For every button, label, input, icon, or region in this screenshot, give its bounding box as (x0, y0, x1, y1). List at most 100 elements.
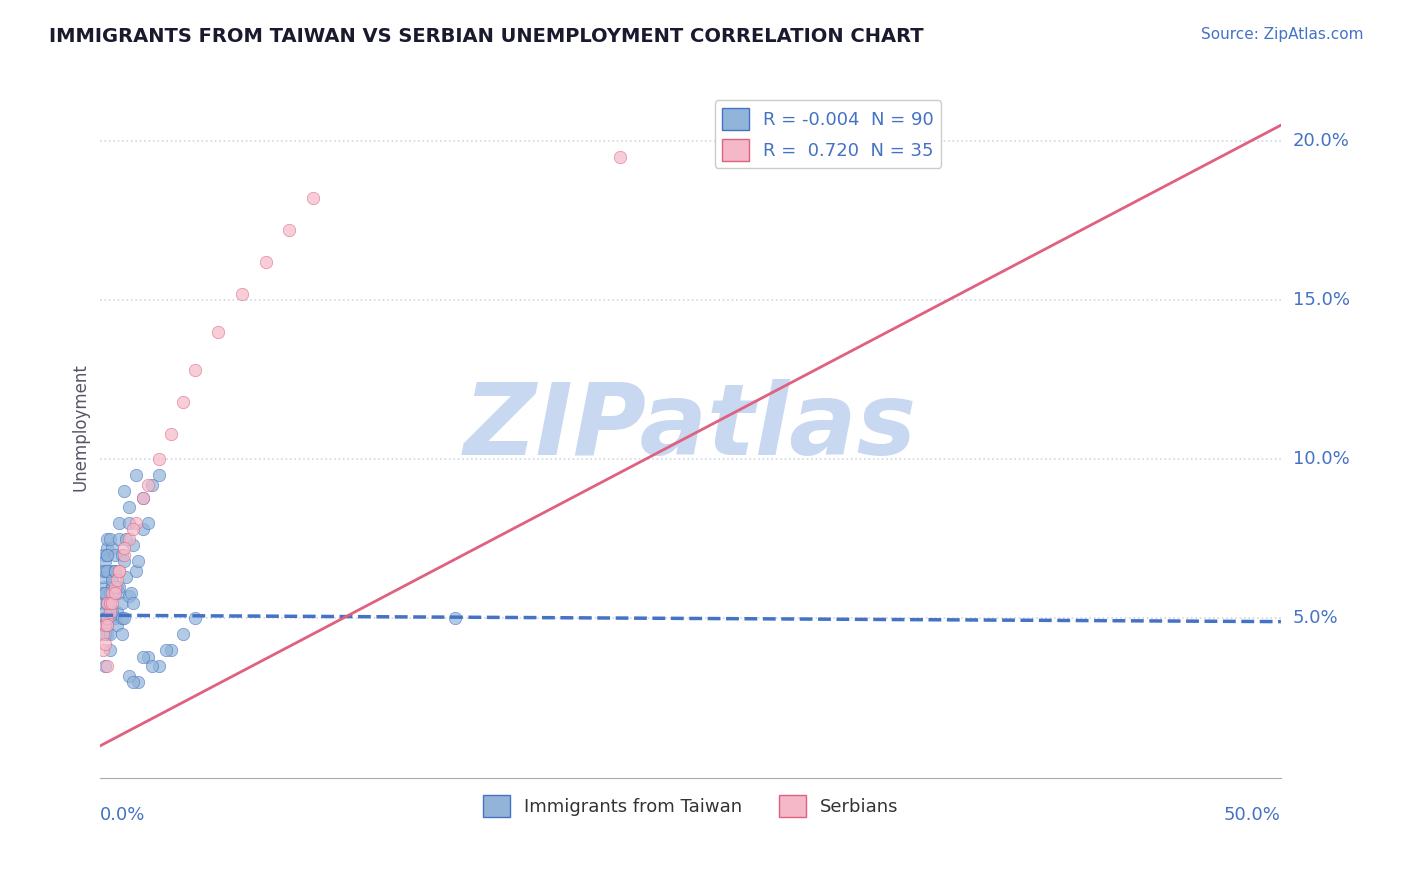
Point (141, 659, 163, 673)
Point (91, 617, 114, 632)
Text: 20.0%: 20.0% (1292, 132, 1350, 150)
Point (110, 627, 132, 641)
Point (96, 586, 118, 600)
Point (101, 586, 124, 600)
Point (98, 595, 121, 609)
Point (112, 611, 135, 625)
Point (103, 564, 125, 578)
Point (122, 522, 145, 536)
Point (110, 595, 132, 609)
Point (103, 564, 125, 578)
Point (136, 649, 159, 664)
Point (105, 574, 128, 588)
Point (96, 548, 118, 562)
Point (122, 675, 145, 690)
Point (184, 611, 207, 625)
Point (172, 627, 194, 641)
Point (160, 426, 183, 441)
Point (122, 538, 145, 552)
Point (148, 468, 170, 483)
Text: 0.0%: 0.0% (100, 805, 146, 823)
Point (184, 363, 207, 377)
Point (94, 605, 117, 619)
Point (91, 570, 114, 584)
Text: 50.0%: 50.0% (1225, 805, 1281, 823)
Text: IMMIGRANTS FROM TAIWAN VS SERBIAN UNEMPLOYMENT CORRELATION CHART: IMMIGRANTS FROM TAIWAN VS SERBIAN UNEMPL… (49, 27, 924, 45)
Point (94, 659, 117, 673)
Point (96, 617, 118, 632)
Point (98, 611, 121, 625)
Point (94, 564, 117, 578)
Point (125, 468, 148, 483)
Point (96, 532, 118, 546)
Point (108, 516, 131, 530)
Point (98, 532, 121, 546)
Point (254, 255, 277, 269)
Point (103, 611, 125, 625)
Point (101, 605, 124, 619)
Point (96, 595, 118, 609)
Point (132, 491, 155, 505)
Point (91, 595, 114, 609)
Text: ZIPatlas: ZIPatlas (464, 379, 917, 476)
Point (91, 548, 114, 562)
Point (160, 643, 183, 657)
Point (103, 580, 125, 594)
Point (110, 611, 132, 625)
Point (94, 627, 117, 641)
Point (98, 605, 121, 619)
Point (101, 574, 124, 588)
Text: 10.0%: 10.0% (1292, 450, 1350, 468)
Point (155, 643, 177, 657)
Point (115, 532, 138, 546)
Point (118, 516, 141, 530)
Point (94, 617, 117, 632)
Point (118, 589, 141, 603)
Point (101, 580, 124, 594)
Point (127, 554, 149, 568)
Point (96, 611, 118, 625)
Point (98, 627, 121, 641)
Point (96, 617, 118, 632)
Y-axis label: Unemployment: Unemployment (72, 364, 89, 491)
Point (302, 191, 325, 205)
Point (120, 586, 142, 600)
Point (207, 325, 229, 339)
Point (98, 564, 121, 578)
Point (96, 659, 118, 673)
Point (94, 611, 117, 625)
Point (231, 286, 253, 301)
Point (96, 564, 118, 578)
Point (108, 586, 131, 600)
Point (105, 605, 128, 619)
Point (101, 580, 124, 594)
Point (98, 605, 121, 619)
Point (132, 649, 155, 664)
Point (118, 500, 141, 514)
Point (443, 611, 465, 625)
Point (172, 395, 194, 409)
Point (132, 491, 155, 505)
Point (96, 627, 118, 641)
Point (98, 643, 121, 657)
Point (115, 570, 138, 584)
Point (94, 617, 117, 632)
Point (136, 516, 159, 530)
Text: Source: ZipAtlas.com: Source: ZipAtlas.com (1201, 27, 1364, 42)
Point (110, 548, 132, 562)
Point (148, 659, 170, 673)
Point (103, 586, 125, 600)
Point (609, 150, 631, 164)
Point (112, 484, 135, 499)
Point (101, 595, 124, 609)
Point (127, 675, 149, 690)
Point (96, 595, 118, 609)
Point (98, 595, 121, 609)
Point (148, 452, 170, 467)
Point (94, 611, 117, 625)
Point (94, 554, 117, 568)
Point (91, 627, 114, 641)
Point (112, 554, 135, 568)
Point (108, 564, 131, 578)
Point (101, 574, 124, 588)
